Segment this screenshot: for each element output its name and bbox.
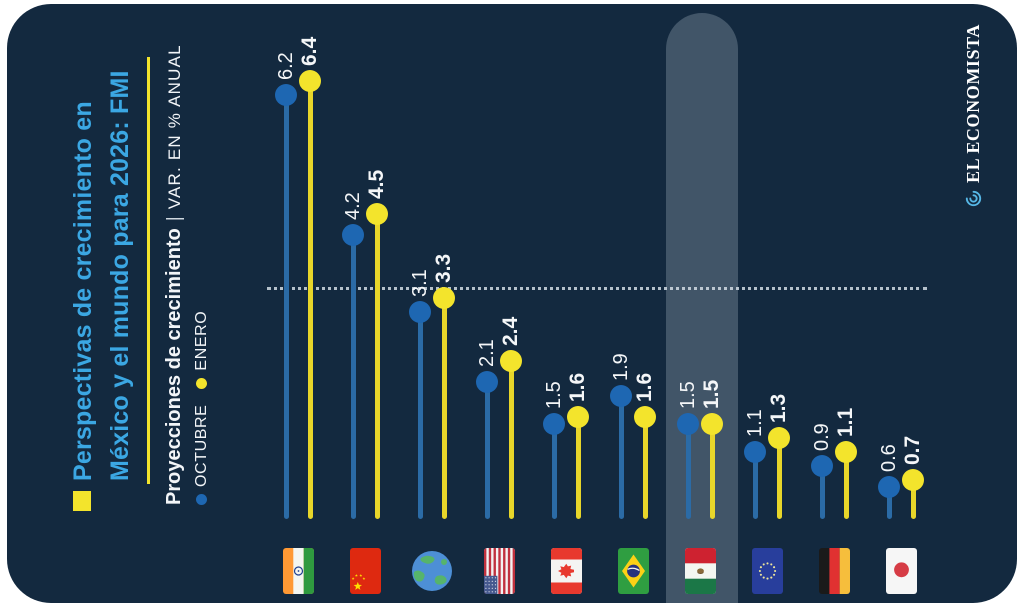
octubre-stem bbox=[619, 396, 624, 519]
enero-dot bbox=[567, 406, 589, 428]
octubre-dot bbox=[275, 84, 297, 106]
octubre-stem bbox=[820, 466, 825, 519]
enero-value-label: 1.6 bbox=[566, 372, 589, 402]
octubre-value-label: 2.1 bbox=[476, 339, 498, 367]
title-marker-square bbox=[73, 491, 91, 511]
octubre-dot bbox=[744, 441, 766, 463]
brazil-flag bbox=[617, 548, 649, 594]
india-flag bbox=[282, 548, 314, 594]
enero-value-label: 6.4 bbox=[298, 36, 321, 66]
subtitle-bold-text: Proyecciones de crecimiento bbox=[163, 228, 185, 505]
el-economista-swirl-icon bbox=[965, 190, 982, 207]
enero-stem bbox=[710, 424, 715, 519]
enero-legend-label: ENERO bbox=[193, 310, 210, 371]
octubre-value-label: 1.9 bbox=[610, 353, 632, 381]
enero-stem bbox=[308, 81, 313, 519]
canada-flag bbox=[550, 548, 582, 594]
octubre-value-label: 0.9 bbox=[811, 423, 833, 451]
octubre-value-label: 1.5 bbox=[543, 381, 565, 409]
octubre-dot bbox=[543, 413, 565, 435]
reference-dotted-line bbox=[267, 287, 927, 290]
enero-dot bbox=[299, 70, 321, 92]
octubre-value-label: 1.5 bbox=[677, 381, 699, 409]
chart-title-line2: México y el mundo para 2026: FMI bbox=[106, 70, 134, 481]
enero-value-label: 1.5 bbox=[700, 379, 723, 409]
legend: OCTUBRE ENERO bbox=[193, 311, 211, 505]
enero-legend-dot bbox=[196, 377, 207, 389]
world-globe bbox=[411, 550, 453, 592]
enero-dot bbox=[500, 350, 522, 372]
enero-stem bbox=[576, 417, 581, 519]
octubre-stem bbox=[351, 235, 356, 519]
octubre-stem bbox=[485, 382, 490, 519]
octubre-legend-dot bbox=[196, 494, 207, 505]
octubre-dot bbox=[476, 371, 498, 393]
octubre-value-label: 0.6 bbox=[878, 444, 900, 472]
octubre-stem bbox=[753, 452, 758, 519]
octubre-dot bbox=[677, 413, 699, 435]
enero-stem bbox=[777, 438, 782, 519]
octubre-value-label: 1.1 bbox=[744, 409, 766, 437]
octubre-stem bbox=[887, 487, 892, 519]
usa-flag bbox=[483, 548, 515, 594]
infographic-card: Perspectivas de crecimiento en México y … bbox=[7, 4, 1017, 603]
octubre-stem bbox=[284, 95, 289, 519]
mexico-highlight-band bbox=[666, 13, 738, 603]
enero-dot bbox=[835, 441, 857, 463]
subtitle-unit-text: VAR. EN % ANUAL bbox=[165, 44, 184, 210]
octubre-value-label: 6.2 bbox=[275, 52, 297, 80]
octubre-stem bbox=[418, 312, 423, 519]
enero-dot bbox=[366, 203, 388, 225]
octubre-dot bbox=[878, 476, 900, 498]
enero-stem bbox=[844, 452, 849, 519]
enero-value-label: 1.3 bbox=[767, 393, 790, 423]
octubre-stem bbox=[686, 424, 691, 519]
enero-stem bbox=[911, 480, 916, 519]
octubre-dot bbox=[342, 224, 364, 246]
enero-stem bbox=[509, 361, 514, 519]
enero-dot bbox=[701, 413, 723, 435]
octubre-legend-label: OCTUBRE bbox=[193, 404, 210, 487]
enero-value-label: 1.1 bbox=[834, 407, 857, 437]
eu-flag bbox=[751, 548, 783, 594]
subtitle-separator: | bbox=[164, 216, 185, 222]
germany-flag bbox=[818, 548, 850, 594]
enero-dot bbox=[768, 427, 790, 449]
china-flag bbox=[349, 548, 381, 594]
title-separator-line bbox=[147, 57, 150, 484]
octubre-dot bbox=[610, 385, 632, 407]
octubre-stem bbox=[552, 424, 557, 519]
chart-title: Perspectivas de crecimiento en México y … bbox=[65, 70, 139, 511]
japan-flag bbox=[885, 548, 917, 594]
enero-dot bbox=[433, 287, 455, 309]
chart-subtitle: Proyecciones de crecimiento | VAR. EN % AN… bbox=[163, 44, 186, 505]
brand-logo: EL ECONOMISTA bbox=[963, 24, 984, 207]
enero-dot bbox=[634, 406, 656, 428]
brand-name: EL ECONOMISTA bbox=[963, 24, 983, 183]
octubre-dot bbox=[409, 301, 431, 323]
enero-value-label: 3.3 bbox=[432, 253, 455, 283]
enero-value-label: 0.7 bbox=[901, 435, 924, 465]
enero-value-label: 1.6 bbox=[633, 372, 656, 402]
enero-value-label: 4.5 bbox=[365, 169, 388, 199]
enero-value-label: 2.4 bbox=[499, 316, 522, 346]
chart-title-line1: Perspectivas de crecimiento en bbox=[65, 70, 102, 511]
mexico-flag bbox=[684, 548, 716, 594]
enero-dot bbox=[902, 469, 924, 491]
enero-stem bbox=[442, 298, 447, 519]
enero-stem bbox=[643, 417, 648, 519]
enero-stem bbox=[375, 214, 380, 519]
octubre-value-label: 4.2 bbox=[342, 192, 364, 220]
octubre-value-label: 3.1 bbox=[409, 269, 431, 297]
octubre-dot bbox=[811, 455, 833, 477]
